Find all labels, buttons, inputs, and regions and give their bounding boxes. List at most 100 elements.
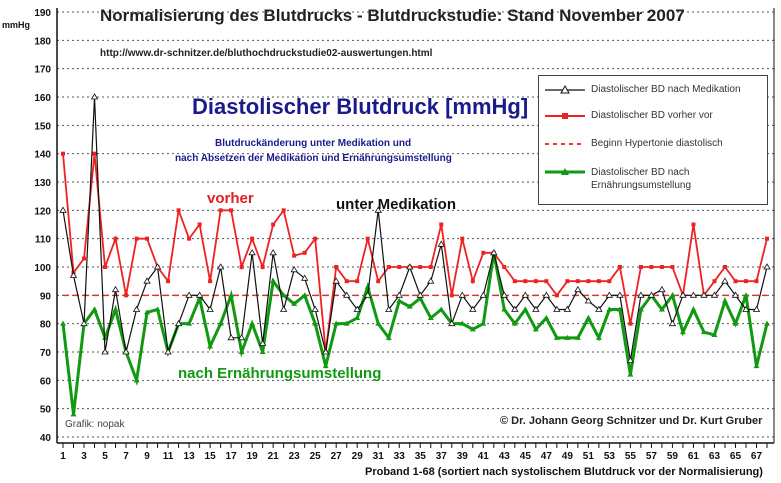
data-point [626, 356, 635, 363]
data-point [260, 265, 265, 269]
data-point [691, 222, 696, 227]
data-point [700, 291, 708, 298]
data-point [669, 292, 676, 298]
data-point [574, 334, 581, 340]
data-point [59, 206, 67, 213]
y-tick-label: 60 [40, 376, 52, 387]
data-point [502, 265, 507, 269]
data-point [575, 279, 580, 284]
data-point [754, 279, 759, 284]
data-point [564, 334, 571, 340]
legend: Diastolischer BD nach Medikation Diastol… [538, 75, 768, 205]
data-point [427, 277, 435, 284]
data-point [700, 329, 707, 335]
x-tick-label: 61 [688, 451, 700, 462]
data-point [668, 319, 677, 327]
chart-title: Normalisierung des Blutdrucks - Blutdruc… [100, 6, 685, 25]
data-point [342, 291, 351, 298]
data-point [270, 278, 277, 284]
data-point [396, 298, 403, 303]
data-point [385, 305, 393, 312]
data-point [542, 291, 551, 298]
data-point [585, 315, 592, 320]
data-point [733, 279, 738, 284]
data-point [765, 236, 769, 241]
data-point [670, 265, 675, 269]
data-point [92, 151, 97, 156]
y-tick-label: 120 [34, 206, 51, 217]
x-tick-label: 53 [604, 451, 616, 462]
data-point [731, 291, 740, 298]
data-point [238, 349, 245, 354]
data-point [291, 300, 298, 306]
annotation-medikation: unter Medikation [336, 196, 457, 213]
data-point [637, 291, 645, 298]
data-point [113, 236, 118, 241]
y-tick-label: 190 [34, 8, 51, 19]
data-point [574, 285, 582, 293]
x-tick-label: 23 [289, 451, 301, 462]
data-point [711, 332, 718, 337]
data-point [102, 334, 109, 340]
data-point [386, 265, 391, 269]
data-point [122, 348, 130, 355]
data-point [722, 265, 727, 269]
data-point [521, 291, 530, 298]
data-point [480, 320, 487, 326]
data-point [416, 291, 424, 298]
y-tick-label: 140 [34, 150, 51, 161]
data-point [710, 291, 719, 298]
x-tick-label: 63 [709, 451, 721, 462]
x-tick-label: 29 [352, 451, 364, 462]
y-tick-label: 90 [40, 291, 52, 302]
y-tick-label: 80 [40, 320, 52, 331]
x-tick-label: 51 [583, 451, 595, 462]
x-tick-label: 25 [310, 451, 322, 462]
data-point [437, 240, 445, 247]
data-point [658, 285, 666, 293]
data-point [279, 305, 288, 312]
x-tick-label: 43 [499, 451, 511, 462]
data-point [90, 93, 99, 100]
data-point [250, 236, 255, 241]
data-point [364, 291, 372, 298]
data-point [511, 320, 518, 326]
y-tick-label: 110 [35, 235, 52, 246]
data-point [258, 339, 267, 346]
data-point [91, 306, 98, 312]
data-point [229, 208, 234, 213]
data-point [376, 279, 381, 284]
x-tick-label: 39 [457, 451, 469, 462]
data-point [470, 279, 475, 284]
data-point [679, 291, 687, 298]
data-point [207, 343, 214, 349]
data-point [311, 305, 319, 312]
data-point [61, 151, 65, 156]
x-tick-label: 65 [730, 451, 742, 462]
data-point [690, 306, 697, 312]
data-point [764, 320, 770, 326]
data-point [333, 320, 340, 326]
data-point [406, 263, 414, 270]
data-point [428, 265, 433, 269]
data-point [143, 277, 151, 284]
legend-swatch-black [545, 84, 585, 94]
data-point [218, 208, 223, 213]
data-point [616, 306, 623, 312]
x-tick-label: 47 [541, 451, 553, 462]
y-tick-label: 150 [34, 121, 51, 132]
y-tick-label: 50 [40, 405, 52, 416]
data-point [195, 291, 204, 298]
data-point [375, 320, 382, 326]
data-point [248, 249, 256, 256]
data-point [354, 315, 361, 320]
data-point [134, 236, 139, 241]
data-point [133, 377, 140, 383]
data-point [406, 303, 413, 309]
x-tick-label: 13 [184, 451, 196, 462]
data-point [70, 411, 77, 417]
x-axis-label: Proband 1-68 (sortiert nach systolischem… [365, 466, 763, 478]
legend-swatch-green [545, 168, 585, 175]
